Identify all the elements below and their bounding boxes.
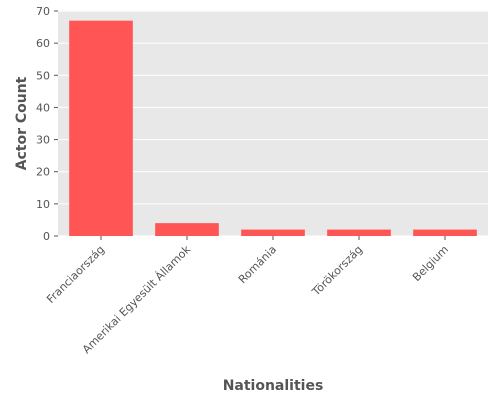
x-axis-title: Nationalities <box>223 378 324 394</box>
bar <box>155 223 219 236</box>
y-tick-label: 20 <box>36 166 50 179</box>
y-tick-label: 10 <box>36 198 50 211</box>
y-tick-label: 60 <box>36 37 50 50</box>
bars <box>69 20 477 237</box>
bar <box>327 229 391 236</box>
bar <box>69 20 133 237</box>
y-tick-label: 70 <box>36 5 50 18</box>
bar <box>241 229 305 236</box>
x-tick-label: Belgium <box>410 243 451 284</box>
x-tick-label: Franciaország <box>44 243 107 306</box>
y-tick-label: 0 <box>43 230 50 243</box>
y-tick-label: 50 <box>36 69 50 82</box>
x-tick-label: Törökország <box>309 243 365 299</box>
y-axis-title: Actor Count <box>14 76 30 170</box>
bar <box>413 229 477 236</box>
y-tick-label: 30 <box>36 134 50 147</box>
y-axis-ticks: 0 10 20 30 40 50 60 70 <box>36 5 58 243</box>
x-tick-label: Románia <box>236 243 279 286</box>
y-tick-label: 40 <box>36 101 50 114</box>
